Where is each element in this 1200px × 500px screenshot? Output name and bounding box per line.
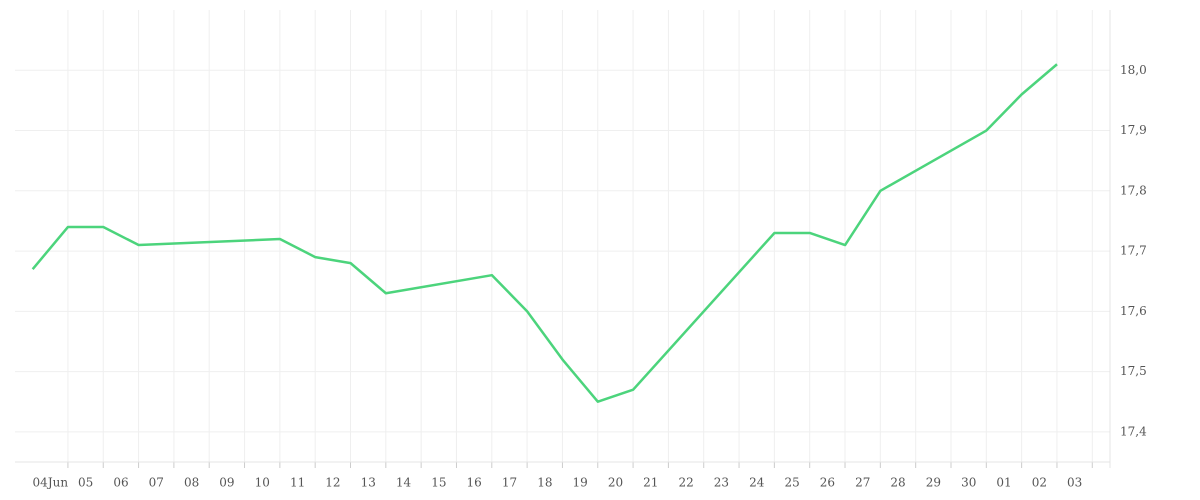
x-tick-label: 22 [678, 476, 693, 490]
x-tick-label: 26 [820, 476, 835, 490]
y-tick-label: 17,6 [1120, 304, 1147, 318]
x-tick-label: 27 [855, 476, 870, 490]
y-tick-label: 17,8 [1120, 183, 1147, 197]
line [31, 63, 1058, 403]
x-tick-label: 25 [784, 476, 799, 490]
x-tick-label: 30 [961, 476, 976, 490]
x-tick-label: 02 [1032, 476, 1047, 490]
x-tick-label: 18 [537, 476, 552, 490]
y-tick-label: 17,9 [1120, 123, 1147, 137]
x-tick-label: 21 [643, 476, 658, 490]
x-tick-label: 23 [714, 476, 729, 490]
x-tick-label: 11 [290, 476, 305, 490]
x-tick-label: 17 [502, 476, 517, 490]
x-tick-label: 16 [467, 476, 482, 490]
x-tick-label: 20 [608, 476, 623, 490]
x-tick-label: 05 [78, 476, 93, 490]
y-tick-label: 18,0 [1120, 63, 1147, 77]
x-tick-label: 14 [396, 476, 412, 490]
x-tick-label: 06 [113, 476, 128, 490]
x-tick-label: 10 [255, 476, 270, 490]
x-tick-label: 15 [431, 476, 446, 490]
x-tick-label: 09 [219, 476, 234, 490]
x-tick-label: 13 [361, 476, 376, 490]
x-tick-label: 01 [996, 476, 1011, 490]
y-tick-label: 17,7 [1120, 244, 1147, 258]
x-tick-label: 24 [749, 476, 765, 490]
y-tick-label: 17,4 [1120, 424, 1147, 438]
x-tick-label: 28 [890, 476, 905, 490]
x-tick-label: 19 [573, 476, 588, 490]
x-tick-label: 29 [926, 476, 941, 490]
x-tick-label: 04Jun [33, 476, 69, 490]
x-tick-label: 03 [1067, 476, 1082, 490]
y-tick-label: 17,5 [1120, 364, 1147, 378]
x-tick-label: 07 [149, 476, 164, 490]
x-tick-label: 08 [184, 476, 199, 490]
x-tick-label: 12 [325, 476, 340, 490]
